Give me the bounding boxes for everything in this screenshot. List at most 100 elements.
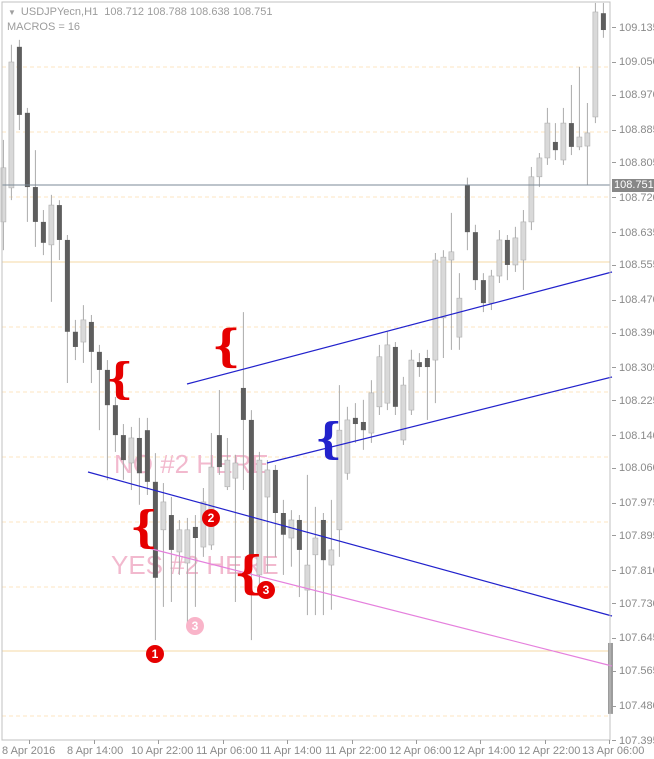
price-axis-label: 107.480	[619, 700, 654, 713]
candle-body	[40, 221, 46, 243]
candle-body	[240, 387, 246, 420]
candle	[160, 483, 167, 607]
candle	[392, 342, 398, 416]
plot-border	[1, 1, 611, 741]
ascending-channel-upper[interactable]	[186, 271, 613, 385]
current-price-badge: 108.751	[612, 178, 654, 192]
candle	[96, 344, 102, 431]
brace-left-upper-annotation[interactable]: {	[106, 353, 134, 403]
price-axis-tick	[612, 570, 616, 572]
price-axis-tick	[612, 61, 616, 63]
price-axis-label: 108.305	[619, 361, 654, 374]
candle-body	[88, 321, 94, 352]
candle-body	[408, 359, 415, 411]
time-axis-label: 12 Apr 14:00	[453, 745, 516, 757]
brace-mid-upper-annotation[interactable]: {	[212, 321, 241, 373]
price-axis-tick	[612, 535, 616, 537]
numbered-circle-3-pink[interactable]: 3	[186, 617, 204, 635]
candle	[472, 224, 478, 290]
candle	[376, 344, 383, 416]
watermark-text[interactable]: YES #2 HERE	[111, 550, 279, 580]
candle-body	[368, 392, 375, 434]
candle-body	[120, 435, 126, 461]
candle	[600, 2, 606, 38]
candle-body	[24, 112, 30, 188]
numbered-circle-1-red[interactable]: 1	[146, 645, 164, 663]
candle-body	[80, 319, 87, 343]
candle	[368, 380, 375, 443]
candle-body	[176, 529, 183, 553]
candle-body	[600, 13, 606, 31]
candle-body	[304, 564, 311, 591]
candle	[448, 212, 455, 350]
candle-body	[232, 462, 239, 479]
price-axis-tick	[612, 299, 616, 301]
candle	[584, 103, 591, 185]
candle-body	[224, 459, 231, 488]
price-axis-label: 107.395	[619, 734, 654, 747]
time-axis-label: 11 Apr 06:00	[196, 745, 258, 757]
candle-body	[488, 275, 495, 304]
candle-body	[264, 469, 271, 498]
time-axis-tick	[158, 740, 159, 744]
descending-line-magenta[interactable]	[139, 545, 613, 667]
candle	[112, 396, 118, 452]
time-axis-label: 10 Apr 22:00	[131, 745, 194, 757]
candle	[464, 177, 470, 251]
candle	[128, 426, 135, 491]
candle	[168, 497, 174, 602]
candle-body	[536, 157, 543, 178]
price-axis-label: 108.720	[619, 191, 654, 204]
candle	[512, 226, 519, 272]
symbol-ohlc-line: USDJPYecn,H1 108.712 108.788 108.638 108…	[20, 6, 273, 18]
candle-body	[432, 259, 439, 361]
price-axis-tick	[612, 502, 616, 504]
price-axis-tick	[612, 435, 616, 436]
candle-body	[112, 405, 118, 436]
candle-body	[584, 132, 591, 147]
time-axis-label: 13 Apr 06:00	[582, 745, 645, 757]
brace-left-lower-annotation[interactable]: {	[130, 503, 158, 554]
candle	[40, 210, 46, 256]
candle-body	[184, 529, 191, 564]
time-axis-label: 8 Apr 14:00	[67, 745, 124, 757]
candle	[32, 150, 38, 247]
candle	[256, 451, 263, 593]
candle	[288, 510, 295, 567]
candle	[560, 107, 567, 165]
candle	[400, 376, 407, 445]
numbered-circle-3-red[interactable]: 3	[257, 581, 275, 599]
symbol-dropdown-icon[interactable]: ▼	[8, 8, 16, 17]
candle-body	[400, 384, 407, 441]
time-axis-tick	[287, 740, 288, 744]
candle-body	[192, 526, 198, 539]
candle-body	[96, 351, 102, 370]
indicator-label: MACROS = 16	[7, 21, 81, 33]
ascending-channel-lower[interactable]	[266, 376, 613, 464]
candle	[264, 460, 271, 573]
candle-body	[440, 256, 447, 319]
candle	[416, 353, 422, 377]
candle	[136, 417, 142, 505]
candle-body	[16, 46, 22, 115]
brace-blue-annotation[interactable]: {	[315, 413, 343, 463]
candle-body	[544, 122, 551, 159]
candle-body	[128, 437, 135, 464]
candle	[328, 499, 335, 610]
candle-body	[152, 481, 158, 578]
price-axis-label: 108.805	[619, 156, 654, 169]
candle	[296, 515, 302, 598]
candle-body	[456, 297, 463, 338]
candle-body	[296, 519, 302, 550]
candle-body	[144, 430, 150, 482]
price-axis-label: 107.565	[619, 665, 654, 678]
numbered-circle-2-red[interactable]: 2	[202, 509, 220, 527]
price-axis-tick	[612, 705, 616, 707]
price-axis-tick	[612, 367, 616, 369]
descending-line-blue[interactable]	[87, 471, 613, 617]
current-price-value: 108.751	[614, 178, 654, 191]
candle	[280, 499, 286, 575]
candle-body	[496, 239, 503, 277]
candle-body	[256, 459, 263, 576]
